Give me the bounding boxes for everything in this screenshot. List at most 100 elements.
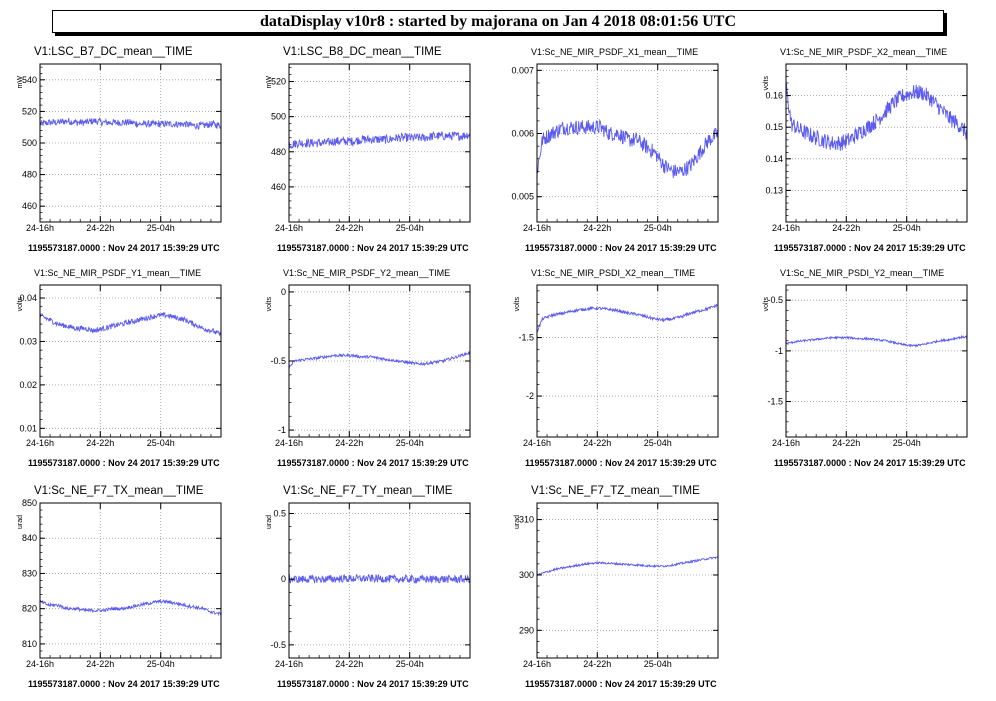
y-tick-label: 480	[22, 170, 37, 180]
y-tick-label: 480	[271, 147, 286, 157]
y-tick-label: 0.02	[19, 380, 37, 390]
chart-title: V1:LSC_B7_DC_mean__TIME	[34, 46, 193, 58]
x-tick-label: 24-16h	[772, 438, 800, 448]
y-tick-label: 0.13	[765, 185, 783, 195]
y-tick-label: 0.006	[511, 129, 534, 139]
chart-title: V1:Sc_NE_F7_TZ_mean__TIME	[531, 485, 700, 497]
y-axis-label: volts	[763, 76, 770, 91]
chart-footer: 1195573187.0000 : Nov 24 2017 15:39:29 U…	[277, 243, 469, 253]
x-tick-label: 24-16h	[523, 438, 551, 448]
chart-footer: 1195573187.0000 : Nov 24 2017 15:39:29 U…	[28, 679, 220, 689]
page-title-banner: dataDisplay v10r8 : started by majorana …	[52, 10, 944, 33]
x-tick-label: 25-04h	[644, 223, 672, 233]
y-tick-label: 290	[519, 625, 534, 635]
x-tick-label: 25-04h	[893, 223, 921, 233]
y-axis-label: volts	[266, 297, 273, 312]
x-tick-label: 24-22h	[86, 223, 114, 233]
y-tick-label: -0.5	[270, 356, 286, 366]
chart-title: V1:Sc_NE_MIR_PSDF_Y2_mean__TIME	[283, 268, 450, 278]
y-axis-label: volts	[17, 297, 24, 312]
chart-title: V1:Sc_NE_MIR_PSDF_Y1_mean__TIME	[34, 268, 201, 278]
chart-footer: 1195573187.0000 : Nov 24 2017 15:39:29 U…	[525, 458, 717, 468]
series-line	[537, 556, 718, 577]
chart-panel: V1:LSC_B7_DC_mean__TIME mW 460 480 500 520 540…	[17, 46, 222, 253]
plot-frame	[536, 284, 719, 438]
y-tick-label: -1	[775, 346, 783, 356]
series-line	[40, 598, 221, 617]
y-tick-label: 830	[22, 568, 37, 578]
x-tick-label: 24-22h	[583, 223, 611, 233]
y-tick-label: -1	[278, 425, 286, 435]
series-line	[786, 83, 967, 151]
y-tick-label: 0.16	[765, 91, 783, 101]
series-line	[786, 334, 967, 348]
chart-footer: 1195573187.0000 : Nov 24 2017 15:39:29 U…	[28, 458, 220, 468]
x-tick-label: 24-16h	[523, 223, 551, 233]
x-tick-label: 24-22h	[86, 438, 114, 448]
x-tick-label: 25-04h	[147, 438, 175, 448]
x-tick-label: 25-04h	[396, 223, 424, 233]
chart-footer: 1195573187.0000 : Nov 24 2017 15:39:29 U…	[774, 458, 966, 468]
x-tick-label: 25-04h	[147, 223, 175, 233]
y-tick-label: 540	[22, 75, 37, 85]
chart-footer: 1195573187.0000 : Nov 24 2017 15:39:29 U…	[28, 243, 220, 253]
series-line	[289, 573, 470, 585]
x-tick-label: 24-22h	[832, 223, 860, 233]
y-tick-label: 500	[22, 138, 37, 148]
x-tick-label: 25-04h	[396, 438, 424, 448]
y-axis-label: volts	[514, 297, 521, 312]
y-tick-label: 300	[519, 570, 534, 580]
x-tick-label: 24-22h	[335, 438, 363, 448]
chart-title: V1:Sc_NE_MIR_PSDF_X1_mean__TIME	[531, 47, 698, 57]
y-tick-label: 820	[22, 604, 37, 614]
y-tick-label: 460	[22, 201, 37, 211]
y-tick-label: -1.5	[767, 397, 783, 407]
x-tick-label: 24-16h	[275, 659, 303, 669]
y-axis-label: mW	[266, 76, 273, 89]
x-tick-label: 24-16h	[26, 223, 54, 233]
x-tick-label: 24-16h	[275, 223, 303, 233]
chart-footer: 1195573187.0000 : Nov 24 2017 15:39:29 U…	[525, 679, 717, 689]
x-tick-label: 24-22h	[583, 659, 611, 669]
y-tick-label: 0.04	[19, 293, 37, 303]
x-tick-label: 25-04h	[147, 659, 175, 669]
series-line	[289, 130, 470, 149]
chart-title: V1:Sc_NE_F7_TX_mean__TIME	[34, 485, 204, 497]
y-tick-label: 0.03	[19, 336, 37, 346]
x-tick-label: 25-04h	[396, 659, 424, 669]
plot-frame	[39, 284, 222, 438]
x-tick-label: 25-04h	[644, 438, 672, 448]
y-axis-label: urad	[514, 515, 521, 529]
y-tick-label: 310	[519, 515, 534, 525]
x-tick-label: 24-22h	[335, 659, 363, 669]
series-line	[537, 118, 718, 178]
series-line	[289, 350, 470, 370]
plot-frame	[785, 63, 968, 223]
x-tick-label: 24-22h	[832, 438, 860, 448]
y-tick-label: 460	[271, 182, 286, 192]
y-tick-label: 810	[22, 639, 37, 649]
x-tick-label: 24-22h	[335, 223, 363, 233]
x-tick-label: 24-16h	[26, 438, 54, 448]
y-axis-label: urad	[17, 515, 24, 529]
chart-footer: 1195573187.0000 : Nov 24 2017 15:39:29 U…	[525, 243, 717, 253]
series-line	[40, 116, 221, 131]
y-tick-label: 520	[22, 106, 37, 116]
x-tick-label: 25-04h	[893, 438, 921, 448]
y-tick-label: 0.01	[19, 423, 37, 433]
x-tick-label: 24-16h	[772, 223, 800, 233]
y-tick-label: 0.005	[511, 192, 534, 202]
chart-footer: 1195573187.0000 : Nov 24 2017 15:39:29 U…	[277, 458, 469, 468]
y-tick-label: 0	[281, 287, 286, 297]
chart-title: V1:Sc_NE_MIR_PSDF_X2_mean__TIME	[780, 47, 947, 57]
x-tick-label: 24-22h	[583, 438, 611, 448]
chart-panel: V1:Sc_NE_MIR_PSDF_X1_mean__TIME 0.005 0.00…	[511, 47, 719, 253]
chart-title: V1:Sc_NE_MIR_PSDI_Y2_mean__TIME	[780, 268, 944, 278]
y-tick-label: -0.5	[270, 640, 286, 650]
plot-frame	[39, 502, 222, 659]
